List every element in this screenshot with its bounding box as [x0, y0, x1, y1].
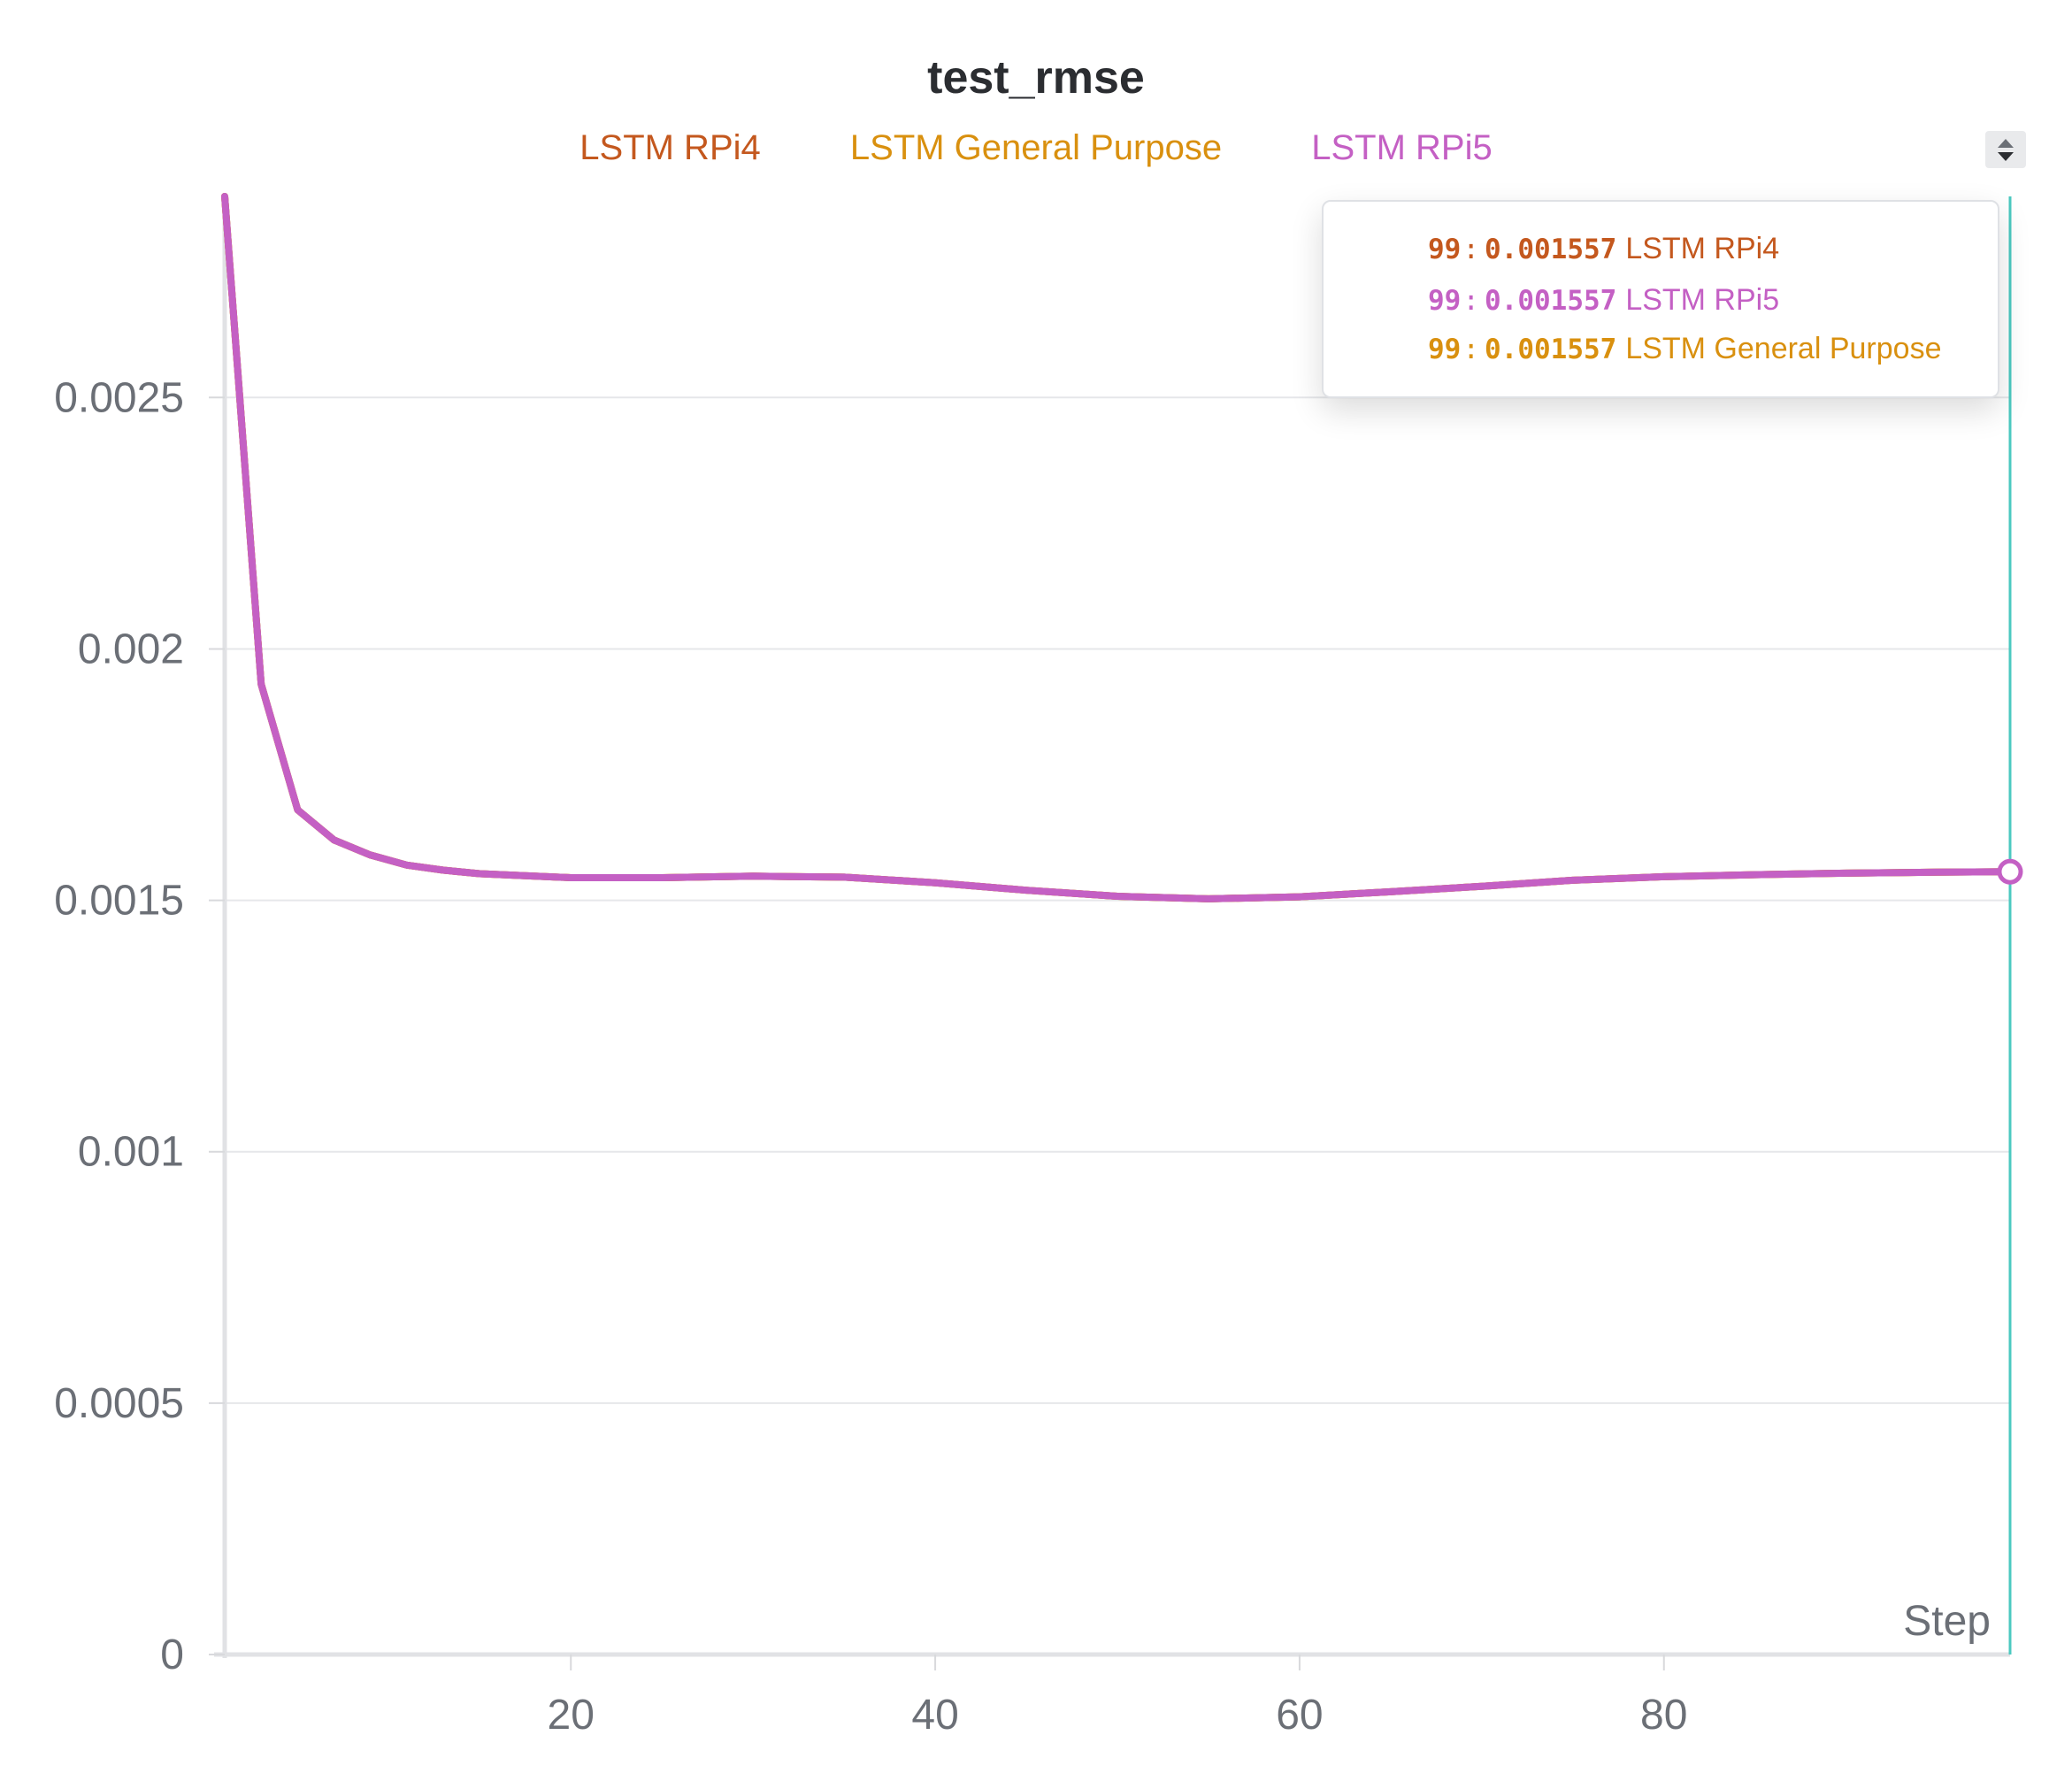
y-tick-label: 0.0025	[54, 374, 184, 421]
tooltip-step: 99	[1428, 334, 1462, 365]
y-tick-label: 0	[160, 1632, 184, 1678]
tooltip-row-lstm-general-purpose: 99: 0.001557 LSTM General Purpose	[1428, 332, 1942, 365]
legend-item-lstm-rpi5[interactable]: LSTM RPi5	[1311, 128, 1493, 167]
tooltip-value: 0.001557	[1485, 334, 1617, 365]
tooltip-value: 0.001557	[1485, 234, 1617, 265]
hover-point-marker	[1997, 858, 2023, 885]
y-tick-label: 0.002	[78, 626, 184, 672]
tooltip-series-name: LSTM RPi5	[1625, 283, 1780, 317]
hover-cursor	[1997, 196, 2023, 1655]
x-tick-label: 80	[1640, 1692, 1687, 1739]
series-line-lstm-rpi5	[221, 193, 2014, 902]
x-tick-label: 40	[911, 1692, 958, 1739]
chart-legend: LSTM RPi4 LSTM General Purpose LSTM RPi5	[0, 128, 2072, 168]
tooltip-row-lstm-rpi4: 99: 0.001557 LSTM RPi4	[1428, 232, 1780, 265]
y-axis-ticks: 0 0.0005 0.001 0.0015 0.002 0.0025	[54, 374, 225, 1678]
legend-item-lstm-rpi4[interactable]: LSTM RPi4	[579, 128, 761, 167]
legend-sort-button[interactable]	[1985, 131, 2026, 168]
legend-item-lstm-general-purpose[interactable]: LSTM General Purpose	[849, 128, 1223, 167]
tooltip-row-lstm-rpi5: 99: 0.001557 LSTM RPi5	[1428, 283, 1780, 317]
y-tick-label: 0.001	[78, 1129, 184, 1176]
sort-arrows-icon	[1998, 139, 2014, 161]
tooltip-value: 0.001557	[1485, 285, 1617, 317]
x-axis-ticks: 20 40 60 80	[548, 1655, 1687, 1739]
x-axis-label: Step	[1903, 1598, 1991, 1645]
axes	[214, 196, 2010, 1658]
series-lines	[221, 193, 2014, 902]
grid-lines	[225, 396, 2010, 1404]
y-tick-label: 0.0005	[54, 1380, 184, 1427]
hover-tooltip: 99: 0.001557 LSTM RPi4 99: 0.001557 LSTM RPi…	[1322, 200, 1999, 398]
x-tick-label: 60	[1276, 1692, 1323, 1739]
x-tick-label: 20	[548, 1692, 595, 1739]
tooltip-series-name: LSTM RPi4	[1625, 232, 1780, 265]
tooltip-step: 99	[1428, 234, 1462, 265]
tooltip-series-name: LSTM General Purpose	[1625, 332, 1942, 365]
chart-title: test_rmse	[927, 52, 1145, 104]
tooltip-step: 99	[1428, 285, 1462, 317]
y-tick-label: 0.0015	[54, 878, 184, 925]
